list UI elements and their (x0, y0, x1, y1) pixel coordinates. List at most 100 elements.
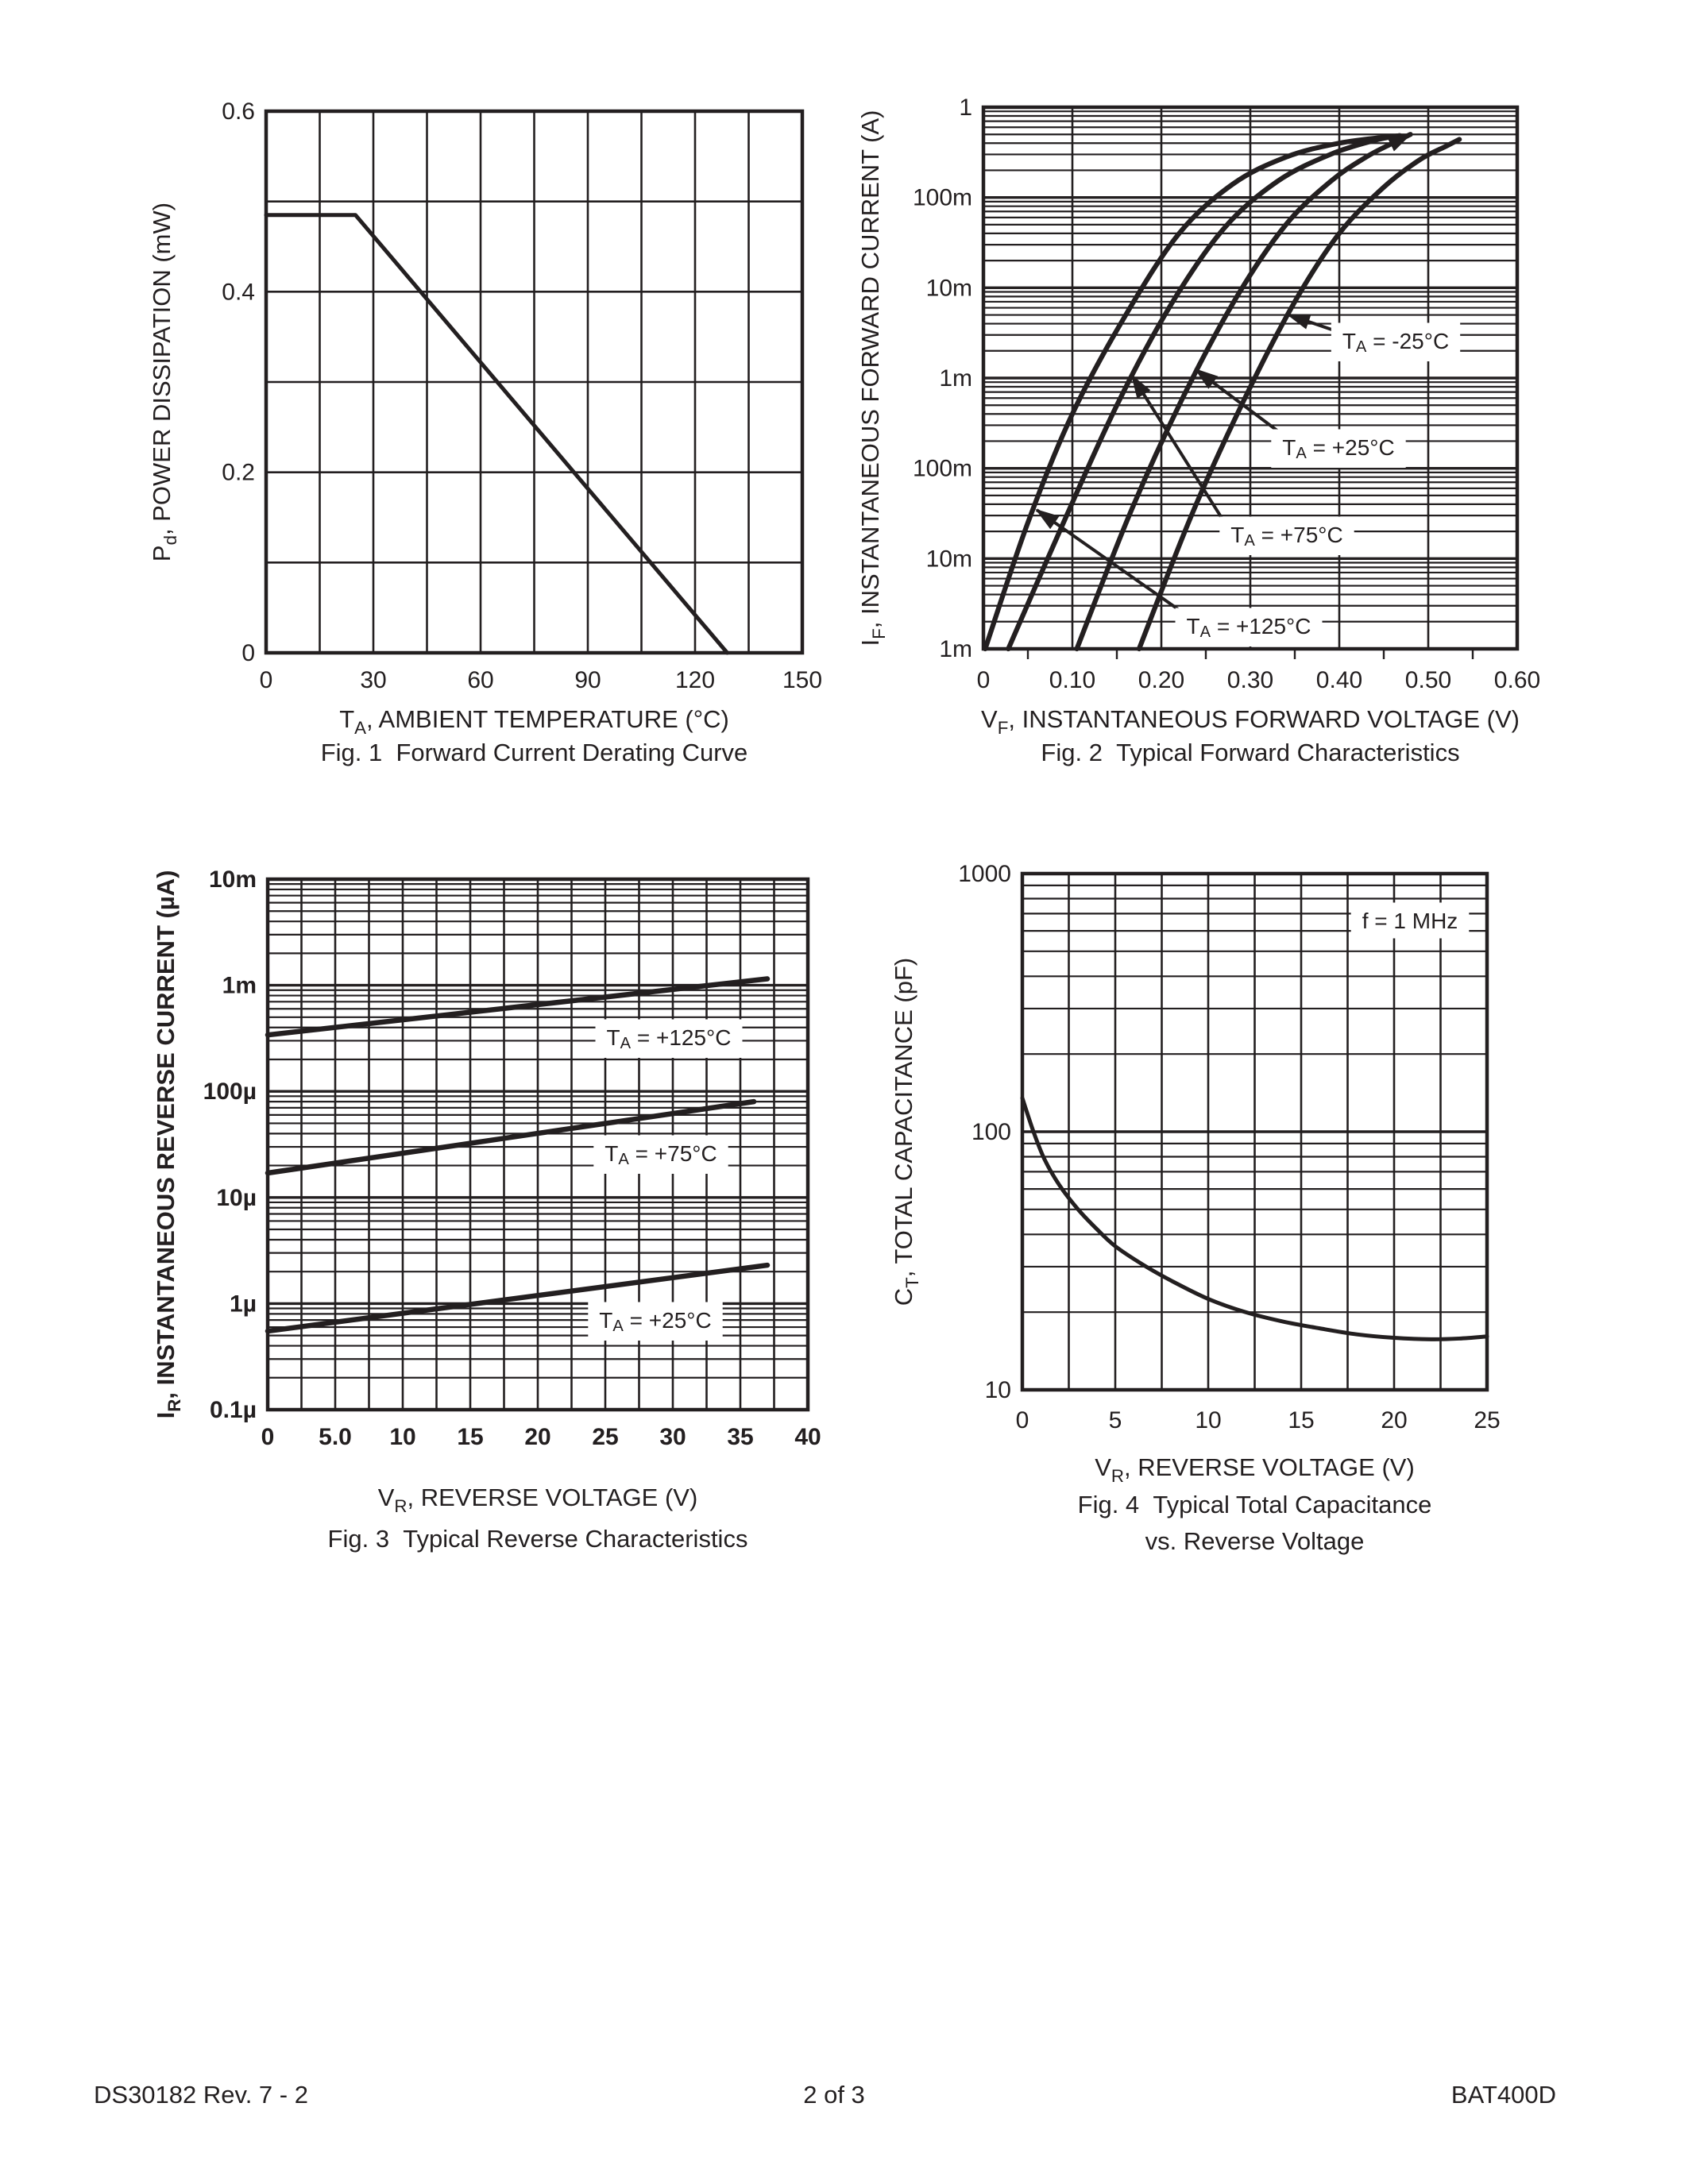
fig4-x-tick: 15 (1288, 1407, 1314, 1433)
footer-document-id: DS30182 Rev. 7 - 2 (94, 2081, 308, 2109)
fig2-curve-label: TA = -25°C (1342, 329, 1449, 357)
fig3-curve-label: TA = +75°C (605, 1141, 717, 1169)
fig4-curve-label-box (1350, 902, 1470, 939)
fig3-curve-TA-plus75C (265, 1098, 757, 1176)
fig1-x-axis-title: TA, AMBIENT TEMPERATURE (°C) (339, 705, 729, 738)
fig2-x-axis-title: VF, INSTANTANEOUS FORWARD VOLTAGE (V) (981, 705, 1520, 738)
fig1-x-tick: 90 (574, 667, 601, 693)
fig4-grid (1022, 874, 1487, 1390)
fig4-caption: Fig. 4 Typical Total Capacitance (1078, 1491, 1432, 1518)
fig3-curve-label: TA = +25°C (599, 1308, 711, 1336)
footer-page-number: 2 of 3 (803, 2081, 865, 2109)
fig2-curve-TA-minus25C (1136, 137, 1462, 652)
chart-fig2: 0 0.10 0.20 0.30 0.40 0.50 0.60 1m 10m 100m 1m 10m 1… (856, 95, 1540, 767)
fig2-x-tick: 0.10 (1049, 667, 1095, 693)
fig2-x-tick: 0 (977, 667, 991, 693)
fig2-plot-border (981, 105, 1520, 651)
fig3-y-tick: 10µ (216, 1184, 257, 1210)
chart-fig1: 0 30 60 90 120 150 0 0.2 0.4 0.6 TA, AMBIENT TEMPE… (148, 98, 822, 767)
fig4-caption: vs. Reverse Voltage (1145, 1527, 1365, 1555)
fig3-x-tick: 0 (261, 1424, 275, 1450)
fig2-y-tick: 1 (959, 95, 972, 121)
fig3-x-tick: 15 (457, 1424, 483, 1450)
fig2-y-axis-title: IF, INSTANTANEOUS FORWARD CURRENT (A) (856, 110, 889, 646)
fig2-y-tick: 10m (926, 546, 972, 572)
fig1-grid (266, 111, 802, 653)
fig2-annotation-arrow (1035, 508, 1193, 620)
fig4-x-tick: 20 (1381, 1407, 1407, 1433)
fig2-annotation-arrow (1194, 368, 1289, 440)
fig1-y-tick: 0.4 (222, 279, 255, 305)
fig1-curve-derating (264, 213, 729, 655)
fig4-x-tick: 0 (1016, 1407, 1029, 1433)
fig2-curve-TA-plus75C (1006, 133, 1403, 652)
fig1-y-tick: 0.6 (222, 98, 255, 125)
fig3-curve-label: TA = +125°C (607, 1025, 732, 1053)
fig4-x-tick: 10 (1195, 1407, 1221, 1433)
fig1-x-tick: 30 (360, 667, 386, 693)
fig1-x-tick: 60 (467, 667, 493, 693)
fig2-x-tick: 0.20 (1138, 667, 1184, 693)
fig2-curve-label-box (1219, 516, 1354, 555)
fig3-x-tick: 5.0 (319, 1424, 352, 1450)
fig2-x-tick: 0.60 (1494, 667, 1540, 693)
fig2-curve-TA-plus125C (983, 133, 1394, 652)
fig1-y-tick: 0.2 (222, 459, 255, 485)
fig2-y-tick: 10m (926, 275, 972, 301)
fig2-curve-TA-plus25C (1074, 132, 1413, 652)
fig3-y-tick: 1µ (230, 1291, 257, 1317)
fig3-x-tick: 10 (389, 1424, 415, 1450)
fig2-curve-label: TA = +125°C (1187, 614, 1311, 642)
fig3-curve-label-box (588, 1302, 723, 1341)
fig2-y-tick: 1m (939, 636, 972, 662)
fig4-y-tick: 100 (971, 1119, 1011, 1145)
fig3-x-tick: 35 (727, 1424, 753, 1450)
fig2-curve-label-box (1175, 608, 1323, 646)
fig1-y-axis-title: Pd, POWER DISSIPATION (mW) (148, 203, 180, 561)
footer-part-number: BAT400D (1450, 2081, 1556, 2109)
fig3-y-tick: 100µ (203, 1078, 257, 1105)
fig1-x-tick: 0 (260, 667, 273, 693)
fig4-x-tick: 5 (1109, 1407, 1122, 1433)
fig3-y-tick: 10m (209, 866, 257, 893)
fig2-y-tick: 100m (913, 455, 972, 481)
fig3-x-tick: 40 (794, 1424, 821, 1450)
fig3-x-tick: 20 (524, 1424, 550, 1450)
fig3-x-tick: 30 (659, 1424, 686, 1450)
fig1-y-tick: 0 (241, 640, 255, 666)
fig3-curve-label-box (595, 1019, 743, 1058)
fig2-y-tick: 100m (913, 184, 972, 210)
fig2-curve-label-box (1331, 322, 1461, 361)
fig1-caption: Fig. 1 Forward Current Derating Curve (321, 739, 748, 766)
fig3-x-tick: 25 (592, 1424, 618, 1450)
fig3-curve-label-box (593, 1135, 728, 1174)
fig3-y-axis-title: IR, INSTANTANEOUS REVERSE CURRENT (µA) (152, 870, 184, 1419)
fig4-y-axis-title: CT, TOTAL CAPACITANCE (pF) (890, 958, 922, 1306)
fig2-x-tick: 0.30 (1227, 667, 1273, 693)
chart-fig3: 0 5.0 10 15 20 25 30 35 40 0.1µ 1µ 10µ 100µ 1m 10m VR, … (152, 866, 821, 1553)
fig2-y-tick: 1m (939, 365, 972, 392)
chart-fig4: 0 5 10 15 20 25 10 100 1000 VR, REVERSE VOLTAGE (… (890, 861, 1501, 1556)
fig3-y-tick: 1m (222, 972, 257, 998)
fig4-x-tick: 25 (1474, 1407, 1500, 1433)
fig2-curve-label: TA = +25°C (1282, 435, 1394, 463)
fig2-x-tick: 0.40 (1316, 667, 1362, 693)
fig2-curve-label-box (1271, 429, 1406, 468)
fig4-y-tick: 10 (985, 1377, 1011, 1403)
fig3-curve-TA-plus25C (265, 1262, 771, 1334)
fig4-curve-label: f = 1 MHz (1362, 909, 1458, 933)
fig2-caption: Fig. 2 Typical Forward Characteristics (1041, 739, 1459, 766)
fig4-plot-border (1020, 871, 1489, 1392)
fig2-x-tick: 0.50 (1405, 667, 1451, 693)
fig1-x-tick: 150 (782, 667, 822, 693)
fig2-annotation-arrow (1130, 374, 1231, 532)
fig4-y-tick: 1000 (958, 861, 1011, 887)
fig1-plot-border (264, 109, 805, 655)
fig4-curve-total-capacitance (1020, 1096, 1489, 1341)
fig4-x-axis-title: VR, REVERSE VOLTAGE (V) (1095, 1453, 1415, 1486)
fig2-curve-label: TA = +75°C (1230, 523, 1342, 550)
fig3-caption: Fig. 3 Typical Reverse Characteristics (328, 1525, 748, 1553)
fig1-x-tick: 120 (675, 667, 715, 693)
